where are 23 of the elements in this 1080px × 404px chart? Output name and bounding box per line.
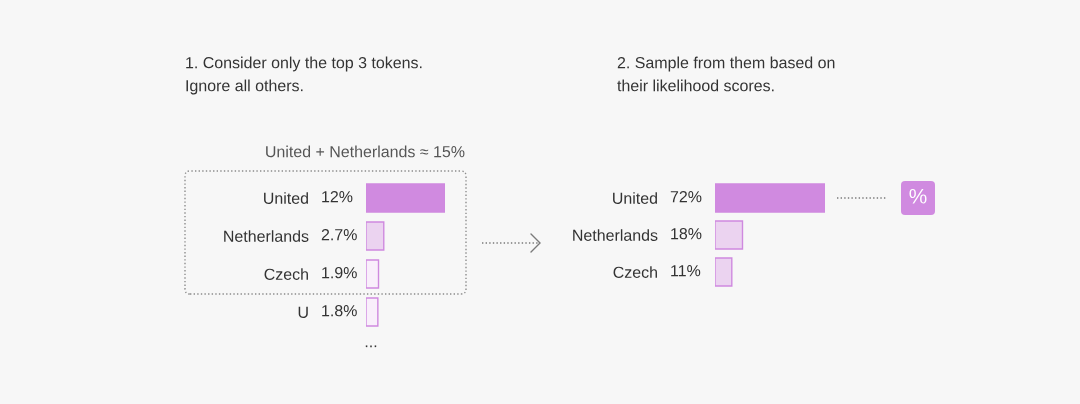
data-label: 12% <box>322 190 353 203</box>
data-label: 11% <box>671 265 701 277</box>
y-tick-label: United <box>264 192 308 204</box>
chart-title: 1. Consider only the top 3 tokens. Ignore all others. <box>186 56 422 95</box>
text: ... <box>365 345 377 348</box>
y-tick-label: Netherlands <box>224 230 309 242</box>
bar <box>366 297 379 327</box>
y-tick-label: United <box>613 192 657 204</box>
data-label: 1.8% <box>322 304 357 317</box>
data-label: 2.7% <box>321 228 357 241</box>
data-label: 1.9% <box>322 266 357 279</box>
text: United + Netherlands ≈ 15% <box>266 145 465 158</box>
y-tick-label: Netherlands <box>573 229 658 241</box>
y-tick-label: Czech <box>613 266 657 278</box>
chart-title: 2. Sample from them based on their likelihood scores. <box>617 56 835 92</box>
bar <box>366 183 445 213</box>
y-tick-label: U <box>298 306 308 318</box>
text: % <box>909 188 927 204</box>
data-label: 72% <box>670 190 702 203</box>
bar <box>366 259 380 289</box>
bar <box>366 221 385 251</box>
y-tick-label: Czech <box>264 268 308 280</box>
data-label: 18% <box>671 227 702 240</box>
